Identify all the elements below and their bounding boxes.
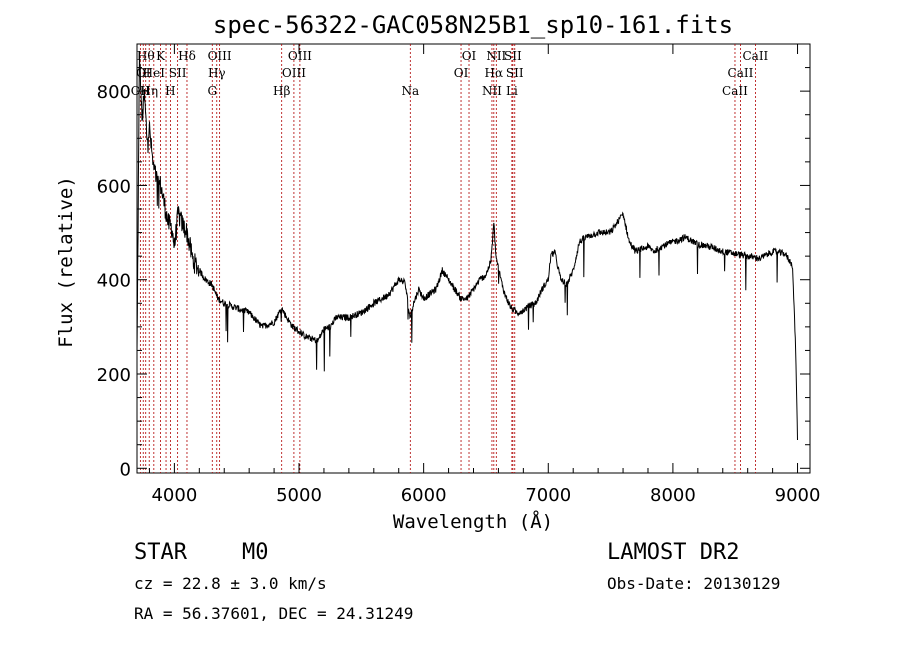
x-tick-label: 7000 — [525, 485, 571, 506]
line-label-15: OIII — [288, 49, 312, 63]
line-label-5: K — [156, 49, 166, 63]
redshift-cz: cz = 22.8 ± 3.0 km/s — [134, 574, 327, 593]
line-label-7: H — [165, 84, 175, 98]
y-tick-label: 600 — [97, 176, 131, 197]
line-label-13: Hβ — [273, 84, 290, 98]
object-subclass: M0 — [242, 540, 269, 565]
line-label-10: G — [207, 84, 217, 98]
line-label-21: NII — [486, 49, 506, 63]
line-label-22: SII — [504, 49, 522, 63]
spectrum-line — [136, 51, 798, 441]
x-tick-label: 4000 — [151, 485, 197, 506]
x-tick-label: 5000 — [276, 485, 322, 506]
spectral-line-markers — [139, 44, 756, 473]
line-label-12: OIII — [208, 49, 232, 63]
line-label-27: CaII — [742, 49, 768, 63]
line-label-14: OIII — [282, 66, 306, 80]
line-label-2: Hθ — [137, 49, 155, 63]
line-label-11: Hγ — [208, 66, 226, 80]
spectral-line-labels: OIIOIHθHηHeIKHSIIHδGHγOIIIHβOIIIOIIINaOI… — [131, 49, 769, 98]
y-tick-label: 0 — [120, 459, 131, 480]
y-tick-label: 200 — [97, 365, 131, 386]
ra-dec: RA = 56.37601, DEC = 24.31249 — [134, 604, 414, 623]
line-label-26: CaII — [728, 66, 754, 80]
y-tick-label: 800 — [97, 82, 131, 103]
x-tick-label: 6000 — [401, 485, 447, 506]
line-label-9: Hδ — [178, 49, 196, 63]
line-label-4: HeI — [143, 66, 166, 80]
line-label-16: Na — [401, 84, 419, 98]
observation-date: Obs-Date: 20130129 — [607, 574, 781, 593]
y-axis-ticks: 0 200 400 600 800 — [97, 67, 810, 480]
y-axis-label: Flux (relative) — [55, 176, 77, 348]
survey-name: LAMOST DR2 — [607, 540, 740, 565]
line-label-25: CaII — [722, 84, 748, 98]
line-label-24: Li — [506, 84, 518, 98]
line-label-20: Hα — [485, 66, 504, 80]
line-label-23: SII — [506, 66, 524, 80]
x-axis-ticks: 4000 5000 6000 7000 8000 9000 — [148, 44, 821, 506]
line-label-17: OI — [454, 66, 469, 80]
line-label-18: OI — [462, 49, 477, 63]
object-class: STAR — [134, 540, 187, 565]
x-axis-label: Wavelength (Å) — [393, 510, 553, 533]
x-tick-label: 9000 — [775, 485, 821, 506]
x-tick-label: 8000 — [650, 485, 696, 506]
chart-title: spec-56322-GAC058N25B1_sp10-161.fits — [213, 11, 733, 39]
plot-frame — [136, 43, 811, 474]
line-label-19: NII — [482, 84, 502, 98]
line-label-8: SII — [169, 66, 187, 80]
y-tick-label: 400 — [97, 271, 131, 292]
